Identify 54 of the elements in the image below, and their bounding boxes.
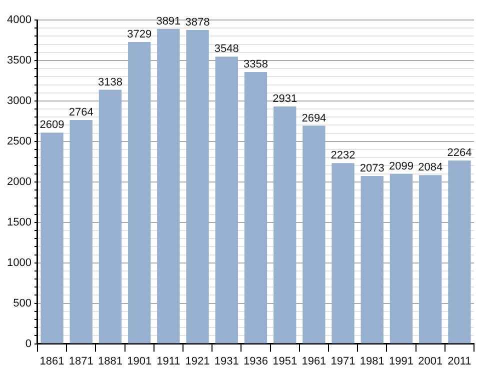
bar xyxy=(244,72,268,344)
data-label: 3358 xyxy=(243,58,268,70)
data-label: 2084 xyxy=(418,162,443,174)
bar xyxy=(40,132,64,344)
x-tick-label: 1911 xyxy=(156,355,180,368)
y-tick-label: 1500 xyxy=(6,216,32,228)
x-tick-label: 1981 xyxy=(360,355,384,368)
bar xyxy=(157,28,180,344)
x-tick-label: 1971 xyxy=(330,355,356,368)
x-tick-label: 2011 xyxy=(448,355,472,368)
x-tick-label: 1871 xyxy=(68,355,94,368)
x-tick-label: 1961 xyxy=(302,355,326,368)
data-label: 2099 xyxy=(389,160,414,172)
y-tick-label: 3000 xyxy=(6,94,32,107)
data-label: 3138 xyxy=(98,76,122,88)
data-label: 2609 xyxy=(40,119,64,132)
data-label: 2264 xyxy=(447,147,472,160)
y-tick-label: 0 xyxy=(25,338,32,350)
bar xyxy=(215,56,238,344)
x-tick-label: 1881 xyxy=(98,355,122,368)
x-tick-label: 1921 xyxy=(185,355,210,368)
data-label: 3548 xyxy=(214,43,239,56)
bar xyxy=(128,42,151,344)
x-tick-label: 1951 xyxy=(272,355,298,368)
data-label: 2931 xyxy=(272,93,298,106)
bar xyxy=(70,120,92,344)
bar xyxy=(360,176,384,344)
data-label: 3878 xyxy=(185,16,210,28)
data-label: 2764 xyxy=(68,106,94,119)
y-tick-label: 2500 xyxy=(6,135,32,148)
bar xyxy=(302,126,326,344)
x-tick-label: 1931 xyxy=(214,355,239,368)
x-tick-label: 1991 xyxy=(389,355,414,368)
x-tick-label: 2001 xyxy=(418,355,443,368)
x-tick-label: 1936 xyxy=(243,355,268,368)
bar xyxy=(332,163,354,344)
x-tick-label: 1861 xyxy=(40,355,64,368)
bar xyxy=(98,90,122,344)
y-tick-label: 500 xyxy=(13,297,32,310)
y-tick-label: 3500 xyxy=(6,54,32,67)
y-tick-label: 4000 xyxy=(6,14,32,26)
y-tick-label: 2000 xyxy=(6,176,32,188)
data-label: 3891 xyxy=(156,15,181,28)
bar xyxy=(186,30,209,344)
bar xyxy=(273,106,296,344)
bar xyxy=(419,175,442,344)
bar xyxy=(390,174,413,344)
data-label: 2232 xyxy=(330,150,356,162)
data-label: 2694 xyxy=(302,112,326,124)
y-tick-label: 1000 xyxy=(6,256,32,269)
bar xyxy=(448,160,471,344)
x-tick-label: 1901 xyxy=(127,355,152,368)
data-label: 3729 xyxy=(127,28,152,40)
data-label: 2073 xyxy=(360,162,384,175)
